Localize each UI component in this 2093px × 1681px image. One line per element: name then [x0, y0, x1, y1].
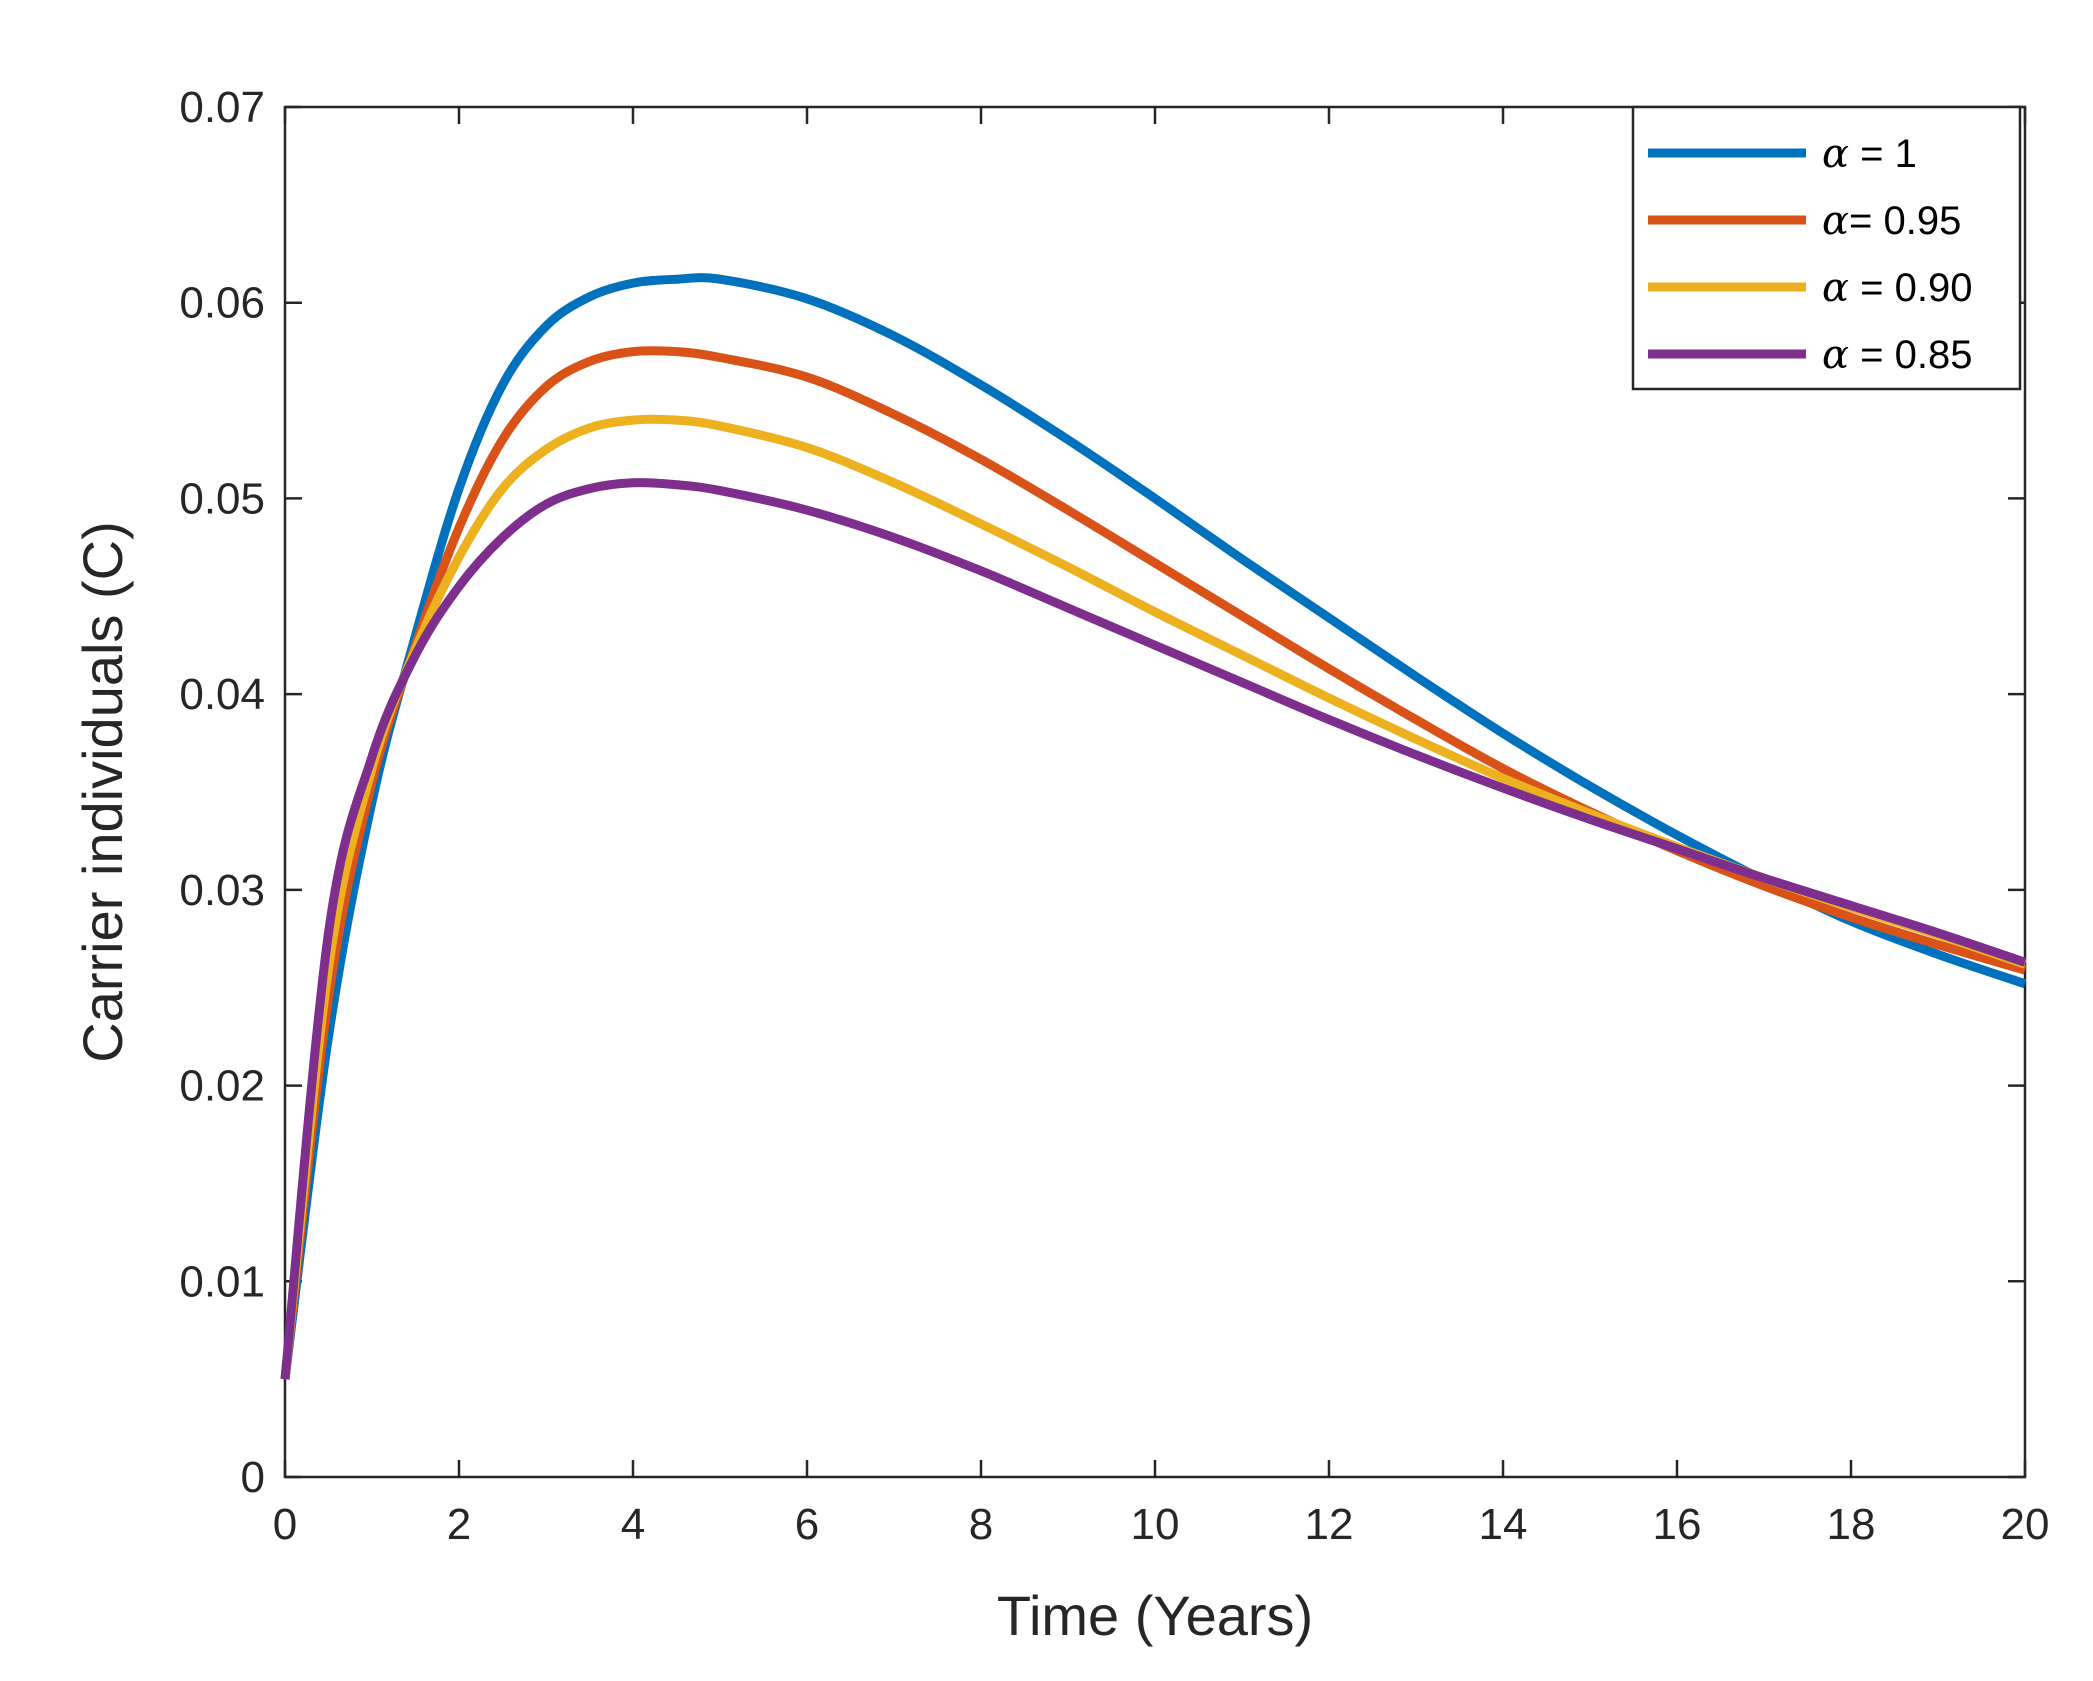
x-tick-label: 14: [1479, 1500, 1528, 1549]
y-tick-label: 0.04: [179, 670, 265, 719]
legend-label-4: α = 0.85: [1822, 332, 1972, 378]
x-tick-label: 12: [1305, 1500, 1354, 1549]
legend-label-2: α= 0.95: [1822, 198, 1961, 244]
y-tick-label: 0.03: [179, 866, 265, 915]
y-tick-label: 0: [241, 1453, 265, 1502]
legend: α = 1 α= 0.95 α = 0.90 α = 0.85: [1631, 105, 2022, 391]
x-tick-label: 2: [447, 1500, 471, 1549]
x-tick-label: 6: [795, 1500, 819, 1549]
y-tick-label: 0.02: [179, 1062, 265, 1111]
y-tick-label: 0.07: [179, 83, 265, 132]
x-axis-label: Time (Years): [997, 1584, 1313, 1647]
x-tick-label: 0: [273, 1500, 297, 1549]
x-tick-label: 18: [1827, 1500, 1876, 1549]
y-tick-label: 0.05: [179, 474, 265, 523]
y-tick-label: 0.06: [179, 279, 265, 328]
x-tick-label: 8: [969, 1500, 993, 1549]
y-axis-label: Carrier individuals (C): [71, 521, 134, 1062]
legend-label-3: α = 0.90: [1822, 265, 1972, 311]
series-line-4: [280, 478, 2027, 1380]
y-tick-label: 0.01: [179, 1257, 265, 1306]
x-tick-label: 10: [1131, 1500, 1180, 1549]
x-tick-label: 16: [1653, 1500, 1702, 1549]
x-tick-label: 4: [621, 1500, 645, 1549]
x-tick-label: 20: [2001, 1500, 2050, 1549]
legend-label-1: α = 1: [1822, 131, 1917, 177]
